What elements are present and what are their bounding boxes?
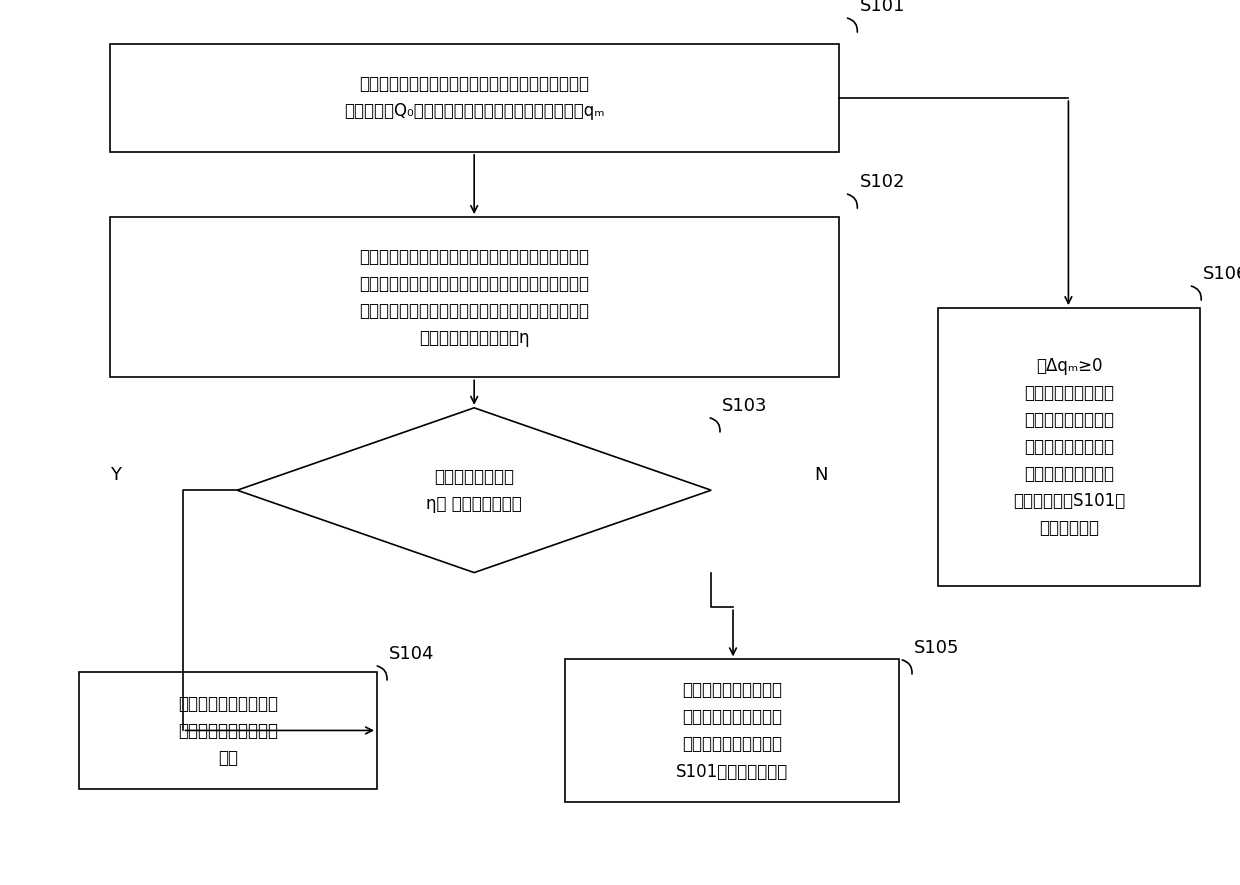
Text: N: N: [813, 466, 827, 483]
Text: 发出停机保护指令，以
实现对空调器进行停机
保护: 发出停机保护指令，以 实现对空调器进行停机 保护: [179, 695, 278, 767]
FancyBboxPatch shape: [109, 43, 838, 152]
FancyBboxPatch shape: [939, 308, 1199, 586]
Text: S101: S101: [859, 0, 905, 15]
Text: 在Δqₘ≥0
时，不发出停机控制
指令，使空调器继续
运行，并在空调器继
续运行第二预设时长
时，触发步骤S101，
实现循环检测: 在Δqₘ≥0 时，不发出停机控制 指令，使空调器继续 运行，并在空调器继 续运行…: [1013, 357, 1125, 537]
FancyBboxPatch shape: [109, 217, 838, 377]
FancyBboxPatch shape: [565, 659, 899, 803]
Text: 符合预设的检测条件时，获取预先计算出的初始制冷
剂质量流量Q₀，同时获取当前实时的制冷剂质量流量qₘ: 符合预设的检测条件时，获取预先计算出的初始制冷 剂质量流量Q₀，同时获取当前实时…: [343, 75, 604, 120]
Text: S102: S102: [859, 173, 905, 191]
Text: 使空调器继续运行，并
在空调器继续运行第二
预设时长时，触发步骤
S101，实现循环检测: 使空调器继续运行，并 在空调器继续运行第二 预设时长时，触发步骤 S101，实现…: [676, 681, 789, 781]
Text: 所述质量流量变化
η率 大于预设阈値？: 所述质量流量变化 η率 大于预设阈値？: [427, 467, 522, 512]
Text: 在所述当前实时的制冷剂质量流量小于所述初始制冷
剂质量流量时，利用预设公式对所述初始制冷剂质量
流量及当前实时的制冷剂质量流量进行计算，得到制
冷剂的质量流量变: 在所述当前实时的制冷剂质量流量小于所述初始制冷 剂质量流量时，利用预设公式对所述…: [360, 248, 589, 347]
Text: Y: Y: [110, 466, 122, 483]
Text: S106: S106: [1203, 265, 1240, 283]
Text: S104: S104: [389, 645, 434, 663]
FancyBboxPatch shape: [79, 673, 377, 789]
Text: S105: S105: [914, 639, 960, 657]
Polygon shape: [237, 408, 711, 573]
Text: S103: S103: [722, 396, 768, 415]
